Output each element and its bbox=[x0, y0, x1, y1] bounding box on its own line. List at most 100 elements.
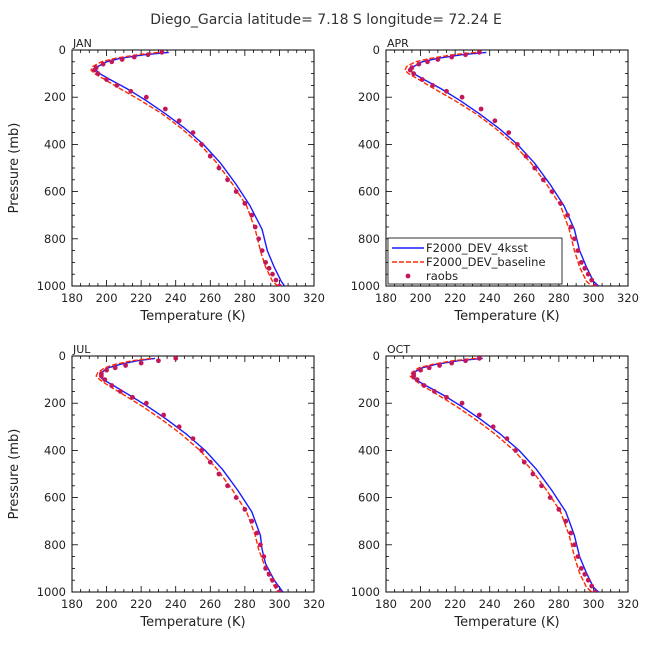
x-tick-label: 280 bbox=[548, 597, 570, 611]
raobs-point bbox=[547, 495, 553, 500]
raobs-point bbox=[138, 360, 144, 366]
raobs-point bbox=[216, 165, 222, 171]
raobs-point bbox=[131, 54, 137, 60]
raobs-point bbox=[119, 57, 125, 62]
y-tick-label: 600 bbox=[44, 491, 66, 505]
raobs-point bbox=[254, 530, 260, 536]
raobs-point bbox=[249, 212, 255, 218]
raobs-point bbox=[207, 153, 213, 159]
raobs-point bbox=[514, 142, 520, 147]
raobs-point bbox=[112, 365, 118, 371]
y-tick-label: 0 bbox=[373, 43, 380, 57]
y-tick-label: 0 bbox=[59, 43, 66, 57]
raobs-point bbox=[109, 383, 115, 388]
raobs-point bbox=[425, 59, 430, 65]
x-tick-label: 300 bbox=[582, 291, 604, 305]
y-tick-label: 400 bbox=[358, 443, 380, 457]
x-tick-label: 200 bbox=[410, 291, 432, 305]
x-tick-label: 220 bbox=[444, 291, 466, 305]
raobs-point bbox=[114, 83, 120, 88]
legend-entry: F2000_DEV_baseline bbox=[426, 255, 546, 269]
panels: 180 200 220 240 260 280 300 320 0 200 400 600 800 100… bbox=[7, 37, 639, 630]
x-tick-label: 180 bbox=[375, 291, 397, 305]
raobs-point bbox=[407, 67, 413, 73]
raobs-point bbox=[572, 236, 577, 242]
raobs-point bbox=[530, 471, 536, 477]
x-tick-label: 320 bbox=[617, 291, 639, 305]
x-axis-label: Temperature (K) bbox=[139, 309, 245, 324]
raobs-point bbox=[421, 383, 427, 388]
x-tick-label: 200 bbox=[96, 291, 118, 305]
panel-label: JAN bbox=[72, 37, 92, 50]
raobs-point bbox=[492, 118, 498, 124]
raobs-point bbox=[540, 177, 546, 183]
x-tick-label: 300 bbox=[268, 597, 290, 611]
raobs-point bbox=[273, 277, 279, 283]
x-tick-label: 240 bbox=[165, 597, 187, 611]
raobs-point bbox=[273, 583, 279, 589]
raobs-point bbox=[98, 373, 104, 379]
raobs-point bbox=[266, 265, 272, 271]
series-group bbox=[90, 50, 286, 286]
raobs-point bbox=[572, 542, 577, 548]
raobs-point bbox=[476, 356, 482, 361]
y-tick-label: 1000 bbox=[37, 279, 66, 293]
y-tick-label: 600 bbox=[358, 491, 380, 505]
raobs-point bbox=[277, 589, 282, 592]
y-tick-label: 800 bbox=[358, 538, 380, 552]
series-group bbox=[95, 356, 284, 592]
x-tick-label: 240 bbox=[479, 597, 501, 611]
y-tick-label: 600 bbox=[44, 185, 66, 199]
x-tick-label: 220 bbox=[130, 597, 152, 611]
x-tick-label: 280 bbox=[234, 291, 256, 305]
raobs-point bbox=[444, 394, 449, 400]
y-tick-label: 200 bbox=[358, 90, 380, 104]
raobs-point bbox=[411, 373, 417, 379]
x-tick-label: 260 bbox=[199, 291, 221, 305]
y-tick-label: 0 bbox=[59, 349, 66, 363]
raobs-point bbox=[252, 224, 258, 230]
y-axis-label: Pressure (mb) bbox=[7, 429, 22, 520]
raobs-point bbox=[123, 363, 128, 368]
raobs-point bbox=[258, 542, 263, 548]
x-tick-label: 240 bbox=[479, 291, 501, 305]
x-tick-label: 280 bbox=[234, 597, 256, 611]
x-axis-label: Temperature (K) bbox=[139, 615, 245, 630]
raobs-point bbox=[589, 277, 595, 283]
panel-jul: 180 200 220 240 260 280 300 320 0 200 400 600 800 100… bbox=[7, 343, 325, 630]
series-line-baseline bbox=[409, 357, 593, 592]
x-tick-label: 260 bbox=[513, 291, 535, 305]
raobs-point bbox=[109, 59, 115, 65]
legend-box bbox=[387, 237, 563, 285]
raobs-point bbox=[233, 495, 239, 500]
raobs-point bbox=[563, 518, 569, 524]
x-tick-label: 220 bbox=[444, 597, 466, 611]
x-tick-label: 260 bbox=[513, 597, 535, 611]
raobs-point bbox=[549, 189, 555, 195]
raobs-point bbox=[504, 436, 510, 441]
raobs-point bbox=[539, 483, 544, 489]
raobs-point bbox=[159, 50, 165, 55]
raobs-point bbox=[266, 571, 272, 577]
raobs-point bbox=[592, 283, 598, 286]
raobs-point bbox=[575, 554, 581, 559]
x-tick-label: 180 bbox=[61, 597, 83, 611]
raobs-point bbox=[263, 260, 268, 265]
raobs-point bbox=[242, 201, 248, 206]
raobs-point bbox=[430, 83, 436, 88]
x-tick-label: 320 bbox=[303, 291, 325, 305]
raobs-point bbox=[432, 389, 437, 394]
raobs-point bbox=[102, 377, 108, 382]
raobs-point bbox=[523, 153, 529, 159]
raobs-point bbox=[207, 459, 213, 465]
y-tick-label: 1000 bbox=[351, 279, 380, 293]
raobs-point bbox=[444, 88, 449, 94]
y-tick-label: 800 bbox=[44, 538, 66, 552]
panel-label: OCT bbox=[387, 343, 410, 356]
raobs-point bbox=[490, 424, 496, 430]
y-tick-label: 1000 bbox=[351, 585, 380, 599]
raobs-point bbox=[449, 360, 455, 366]
raobs-point bbox=[449, 54, 455, 60]
raobs-point bbox=[225, 483, 230, 489]
